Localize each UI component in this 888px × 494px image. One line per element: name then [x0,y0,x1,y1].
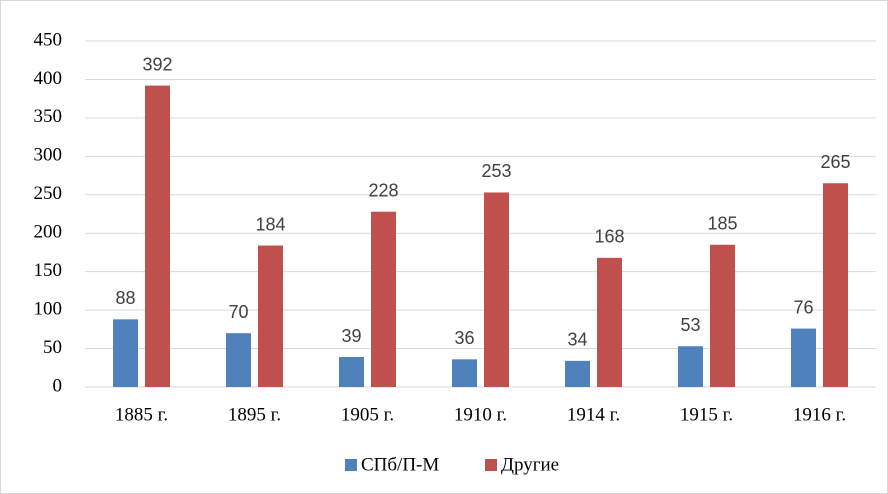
x-tick-label: 1885 г. [115,404,168,425]
x-tick-label: 1905 г. [341,404,394,425]
data-label: 70 [228,302,248,322]
x-tick-label: 1915 г. [680,404,733,425]
x-tick-label: 1914 г. [567,404,620,425]
data-label: 168 [594,227,624,247]
bar [226,333,251,387]
x-tick-label: 1910 г. [454,404,507,425]
y-tick-label: 0 [53,375,63,396]
data-label: 76 [793,297,813,317]
bar [258,245,283,387]
bar [710,244,735,387]
data-label: 185 [707,214,737,234]
legend-swatch [485,459,497,471]
bar [484,192,509,387]
y-tick-label: 450 [34,29,63,50]
y-tick-label: 400 [34,68,63,89]
data-label: 265 [820,152,850,172]
bar [791,328,816,387]
y-tick-label: 100 [34,298,63,319]
bar [678,346,703,387]
y-tick-label: 200 [34,222,63,243]
legend-label: Другие [501,454,559,475]
bar [823,183,848,387]
x-tick-label: 1916 г. [793,404,846,425]
bar [597,257,622,387]
y-tick-label: 250 [34,183,63,204]
bar [565,360,590,387]
data-label: 392 [142,54,172,74]
data-label: 228 [368,180,398,200]
data-label: 34 [567,330,587,350]
data-label: 253 [481,161,511,181]
legend-label: СПб/П-М [361,454,439,475]
data-label: 53 [680,315,700,335]
y-tick-label: 150 [34,260,63,281]
y-tick-label: 300 [34,145,63,166]
data-label: 39 [341,326,361,346]
legend-swatch [345,459,357,471]
bar [339,357,364,387]
x-tick-label: 1895 г. [228,404,281,425]
bar [452,359,477,387]
y-tick-label: 350 [34,106,63,127]
data-label: 88 [115,288,135,308]
y-tick-label: 50 [43,337,62,358]
data-label: 36 [454,328,474,348]
data-label: 184 [255,214,285,234]
bar [113,319,138,387]
bar [371,211,396,387]
bar [145,85,170,388]
